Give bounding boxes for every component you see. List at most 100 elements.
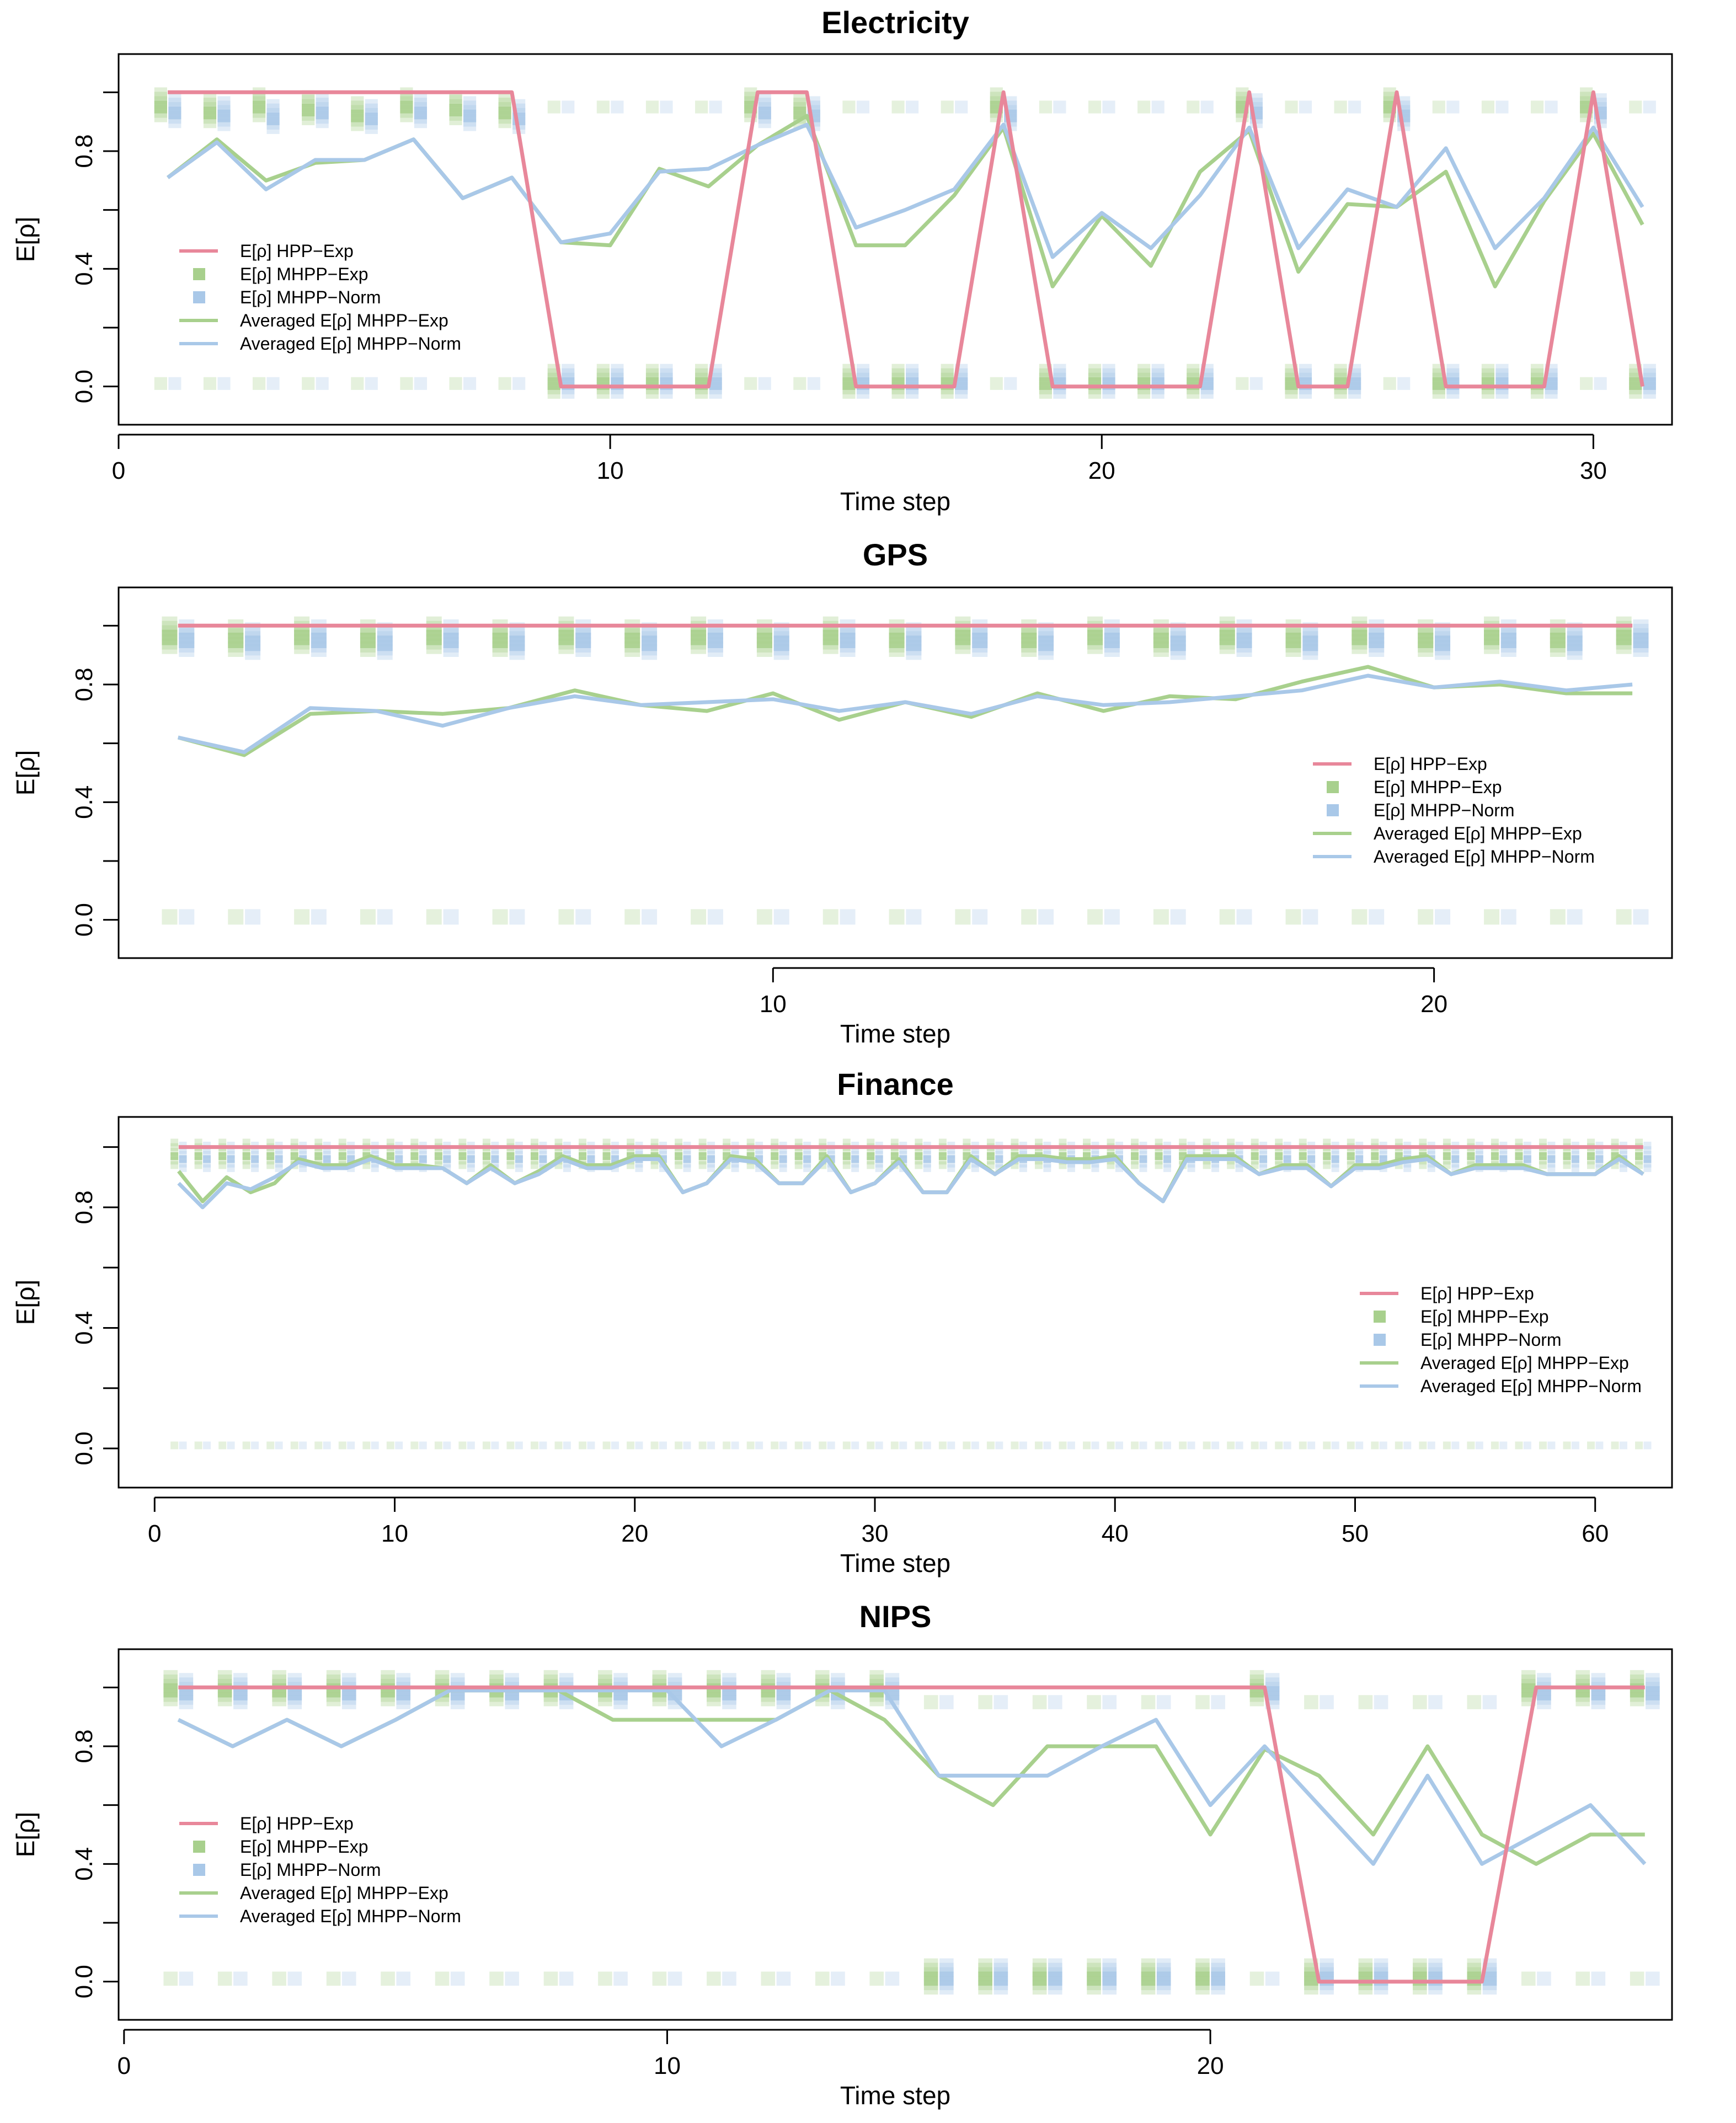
series-line-averaged-e-mhpp-exp <box>166 114 1644 288</box>
sample-marker <box>1352 616 1368 654</box>
sample-marker-alt <box>302 377 315 390</box>
sample-marker-alt <box>253 377 266 390</box>
chart-title: NIPS <box>859 1599 932 1634</box>
sample-marker <box>434 1138 442 1169</box>
sample-marker-alt <box>341 1971 356 1986</box>
sample-marker-alt <box>635 1441 643 1450</box>
chart-title: GPS <box>863 537 928 572</box>
sample-marker <box>822 616 838 654</box>
sample-marker <box>722 1673 736 1709</box>
sample-marker-alt <box>660 100 673 114</box>
sample-marker-alt <box>203 377 217 390</box>
sample-marker-alt <box>978 1695 992 1709</box>
sample-marker-alt <box>1043 1441 1051 1450</box>
sample-marker <box>365 99 378 134</box>
legend-item: Averaged E[ρ] MHPP−Norm <box>179 1906 461 1926</box>
sample-marker-alt <box>1523 1441 1531 1450</box>
y-axis-label: E[ρ] <box>11 750 40 795</box>
sample-marker-alt <box>272 1971 286 1986</box>
sample-marker-alt <box>1320 1695 1334 1709</box>
sample-marker-alt <box>1102 1695 1117 1709</box>
sample-marker-alt <box>579 1441 587 1450</box>
sample-marker <box>906 622 922 660</box>
sample-marker-alt <box>1567 909 1583 925</box>
sample-marker <box>351 96 364 131</box>
plot-area <box>170 1138 1652 1450</box>
legend: E[ρ] HPP−Exp E[ρ] MHPP−Exp E[ρ] MHPP−Norm A… <box>179 1814 461 1926</box>
sample-marker <box>179 1673 194 1709</box>
sample-marker-alt <box>217 1971 232 1986</box>
legend: E[ρ] HPP−Exp E[ρ] MHPP−Exp E[ρ] MHPP−Norm A… <box>1313 754 1595 867</box>
sample-marker <box>1616 616 1632 654</box>
sample-marker-alt <box>851 1441 859 1450</box>
sample-marker-alt <box>1591 1971 1606 1986</box>
sample-marker-alt <box>492 909 508 925</box>
chart-panel-electricity: Electricity 0.0 0.4 0.8 0 10 20 30 Time step E[ρ]… <box>11 5 1673 516</box>
x-tick-label: 10 <box>597 457 624 484</box>
legend-item: Averaged E[ρ] MHPP−Norm <box>1313 847 1595 867</box>
sample-marker-alt <box>1141 1695 1156 1709</box>
sample-marker-alt <box>1348 100 1361 114</box>
sample-marker <box>761 1670 776 1707</box>
sample-marker <box>611 363 624 399</box>
sample-marker-alt <box>419 1441 427 1450</box>
sample-marker <box>650 1138 659 1169</box>
sample-marker-alt <box>443 1441 451 1450</box>
sample-marker <box>1643 1141 1652 1172</box>
sample-marker <box>154 87 167 122</box>
sample-marker <box>1211 1958 1225 1995</box>
sample-marker-alt <box>905 100 919 114</box>
sample-marker-alt <box>1571 1441 1579 1450</box>
chart-panel-gps: GPS 0.0 0.4 0.8 10 20 Time step E[ρ] E[ρ] HPP−Ex… <box>11 537 1673 1048</box>
sample-marker-alt <box>1413 1695 1427 1709</box>
sample-marker <box>891 363 905 399</box>
sample-marker-alt <box>889 909 905 925</box>
sample-marker <box>1285 619 1301 657</box>
sample-marker-alt <box>659 1441 667 1450</box>
y-tick-label: 0.4 <box>71 252 98 286</box>
chart-title: Finance <box>837 1067 954 1101</box>
sample-marker-alt <box>815 1971 830 1986</box>
sample-marker-alt <box>1403 1441 1412 1450</box>
series-line-e-hpp-exp <box>178 1685 1645 1984</box>
sample-marker-alt <box>1369 909 1385 925</box>
sample-marker-alt <box>1087 1695 1101 1709</box>
sample-marker <box>294 616 310 654</box>
sample-marker <box>1413 1958 1427 1995</box>
sample-marker <box>675 1138 683 1169</box>
sample-marker-alt <box>856 100 870 114</box>
sample-marker-alt <box>761 1971 776 1986</box>
sample-marker-alt <box>1355 1441 1364 1450</box>
sample-marker-alt <box>963 1441 971 1450</box>
sample-marker-alt <box>558 909 574 925</box>
sample-marker-alt <box>435 1971 450 1986</box>
sample-marker <box>1591 1673 1606 1709</box>
y-axis-label: E[ρ] <box>11 1812 40 1857</box>
sample-marker-alt <box>1156 1695 1171 1709</box>
sample-marker-alt <box>803 1441 811 1450</box>
sample-marker <box>458 1138 467 1169</box>
sample-marker-alt <box>1352 909 1368 925</box>
series-line-averaged-e-mhpp-norm <box>167 122 1644 259</box>
sample-marker-alt <box>1139 1441 1147 1450</box>
legend-label: Averaged E[ρ] MHPP−Exp <box>240 311 448 330</box>
sample-marker-alt <box>168 377 181 390</box>
series-line-averaged-e-mhpp-exp <box>177 665 1633 757</box>
sample-marker-alt <box>1635 1441 1643 1450</box>
sample-marker-alt <box>194 1441 202 1450</box>
sample-marker-alt <box>1203 1441 1211 1450</box>
sample-marker <box>1446 363 1460 399</box>
sample-marker <box>1034 1138 1043 1169</box>
sample-marker <box>1495 363 1509 399</box>
sample-marker-alt <box>1249 377 1263 390</box>
sample-marker <box>233 1673 248 1709</box>
sample-marker-alt <box>1087 909 1103 925</box>
sample-marker-alt <box>1034 1441 1043 1450</box>
sample-marker-alt <box>266 377 280 390</box>
legend-label: Averaged E[ρ] MHPP−Norm <box>1374 847 1595 867</box>
sample-marker-alt <box>867 1441 875 1450</box>
sample-marker-alt <box>426 909 442 925</box>
sample-marker-alt <box>290 1441 298 1450</box>
sample-marker-alt <box>217 377 231 390</box>
